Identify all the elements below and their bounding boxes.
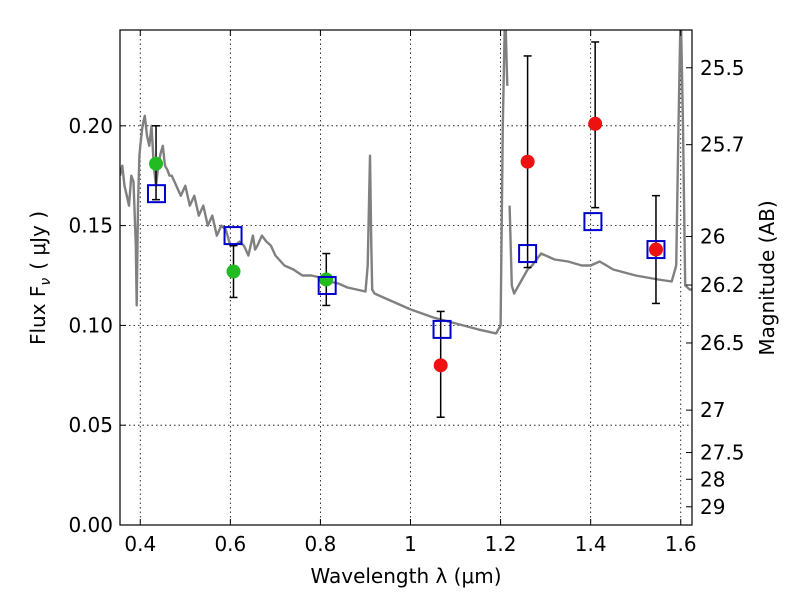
marker-layer [146, 116, 666, 373]
y-tick-label: 0.10 [68, 313, 113, 337]
y2-tick-label: 27.5 [700, 441, 745, 465]
x-tick-label: 1.6 [665, 532, 697, 556]
blue-square-point [432, 319, 452, 339]
green-point [319, 272, 334, 287]
green-point [149, 156, 164, 171]
y-tick-label: 0.05 [68, 413, 113, 437]
y2-tick-label: 25.5 [700, 56, 745, 80]
blue-square-point [646, 240, 666, 260]
y2-tick-label: 26.5 [700, 331, 745, 355]
blue-square-point [518, 244, 538, 264]
x-tick-label: 0.8 [305, 532, 337, 556]
y-axis-label-subscript: ν [38, 278, 54, 286]
y-axis-label: Flux Fν ( μJy ) [26, 211, 54, 345]
red-point [433, 358, 448, 373]
axis-ticks: 0.4 0.6 0.8 1 1.2 1.4 1.6 0.00 0.05 0.10 0.15 0.20 2… [68, 30, 745, 556]
blue-square-point [317, 275, 337, 295]
green-point [226, 264, 241, 279]
y2-tick-label: 27 [700, 398, 725, 422]
y2-tick-label: 29 [700, 495, 725, 519]
x-tick-label: 0.6 [214, 532, 246, 556]
x-tick-label: 1.4 [575, 532, 607, 556]
red-point [520, 154, 535, 169]
x-tick-label: 1 [404, 532, 417, 556]
blue-square-point [223, 226, 243, 246]
y2-tick-label: 26.2 [700, 273, 745, 297]
blue-square-point [146, 184, 166, 204]
y-tick-label: 0.20 [68, 114, 113, 138]
y-tick-label: 0.00 [68, 513, 113, 537]
y2-axis-label: Magnitude (AB) [755, 200, 779, 355]
y-axis-label-unit: ( μJy ) [26, 211, 50, 270]
x-axis-label: Wavelength λ (μm) [310, 564, 501, 588]
blue-square-point [583, 212, 603, 232]
y-tick-label: 0.15 [68, 214, 113, 238]
y2-tick-label: 26 [700, 224, 725, 248]
x-tick-label: 0.4 [124, 532, 156, 556]
red-point [648, 242, 663, 257]
y-axis-label-main: Flux F [26, 286, 50, 345]
plot-frame [119, 29, 693, 526]
red-point [588, 116, 603, 131]
y2-tick-label: 25.7 [700, 133, 745, 157]
y2-tick-label: 28 [700, 467, 725, 491]
x-tick-label: 1.2 [485, 532, 517, 556]
